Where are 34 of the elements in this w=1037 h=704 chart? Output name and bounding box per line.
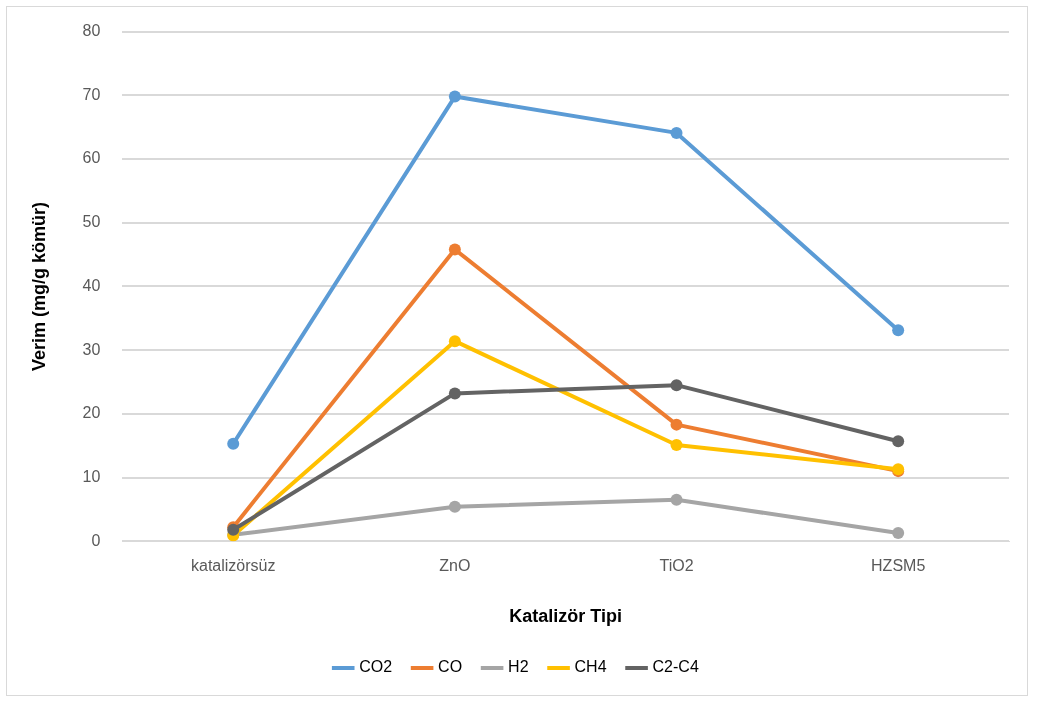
point (892, 526, 905, 539)
x-tick-label: katalizörsüz (190, 557, 276, 575)
legend-label: C2-C4 (652, 658, 699, 676)
point (227, 437, 240, 450)
legend-label: CO2 (359, 658, 393, 676)
legend-label: H2 (508, 658, 529, 676)
point (670, 379, 683, 392)
point (670, 126, 683, 139)
y-tick-label: 40 (82, 276, 101, 294)
y-tick-label: 80 (82, 22, 101, 40)
y-tick-label: 70 (82, 85, 101, 103)
y-tick-label: 30 (82, 340, 101, 358)
x-tick-label: ZnO (439, 557, 471, 575)
y-tick-label: 0 (91, 531, 101, 549)
y-axis-title: Verim (mg/g kömür) (28, 201, 49, 371)
point (448, 500, 461, 513)
point (448, 90, 461, 103)
point (670, 418, 683, 431)
legend-label: CH4 (574, 658, 607, 676)
point (448, 387, 461, 400)
y-tick-label: 60 (82, 149, 101, 167)
point (892, 435, 905, 448)
y-tick-label: 20 (82, 404, 101, 422)
y-tick-label: 50 (82, 213, 101, 231)
legend-label: CO (438, 658, 463, 676)
point (670, 493, 683, 506)
point (448, 335, 461, 348)
x-axis-title: Katalizör Tipi (509, 606, 623, 627)
point (448, 243, 461, 256)
point (892, 324, 905, 337)
x-tick-label: HZSM5 (871, 557, 926, 575)
y-tick-label: 10 (82, 467, 101, 485)
x-tick-label: TiO2 (659, 557, 694, 575)
point (670, 439, 683, 452)
